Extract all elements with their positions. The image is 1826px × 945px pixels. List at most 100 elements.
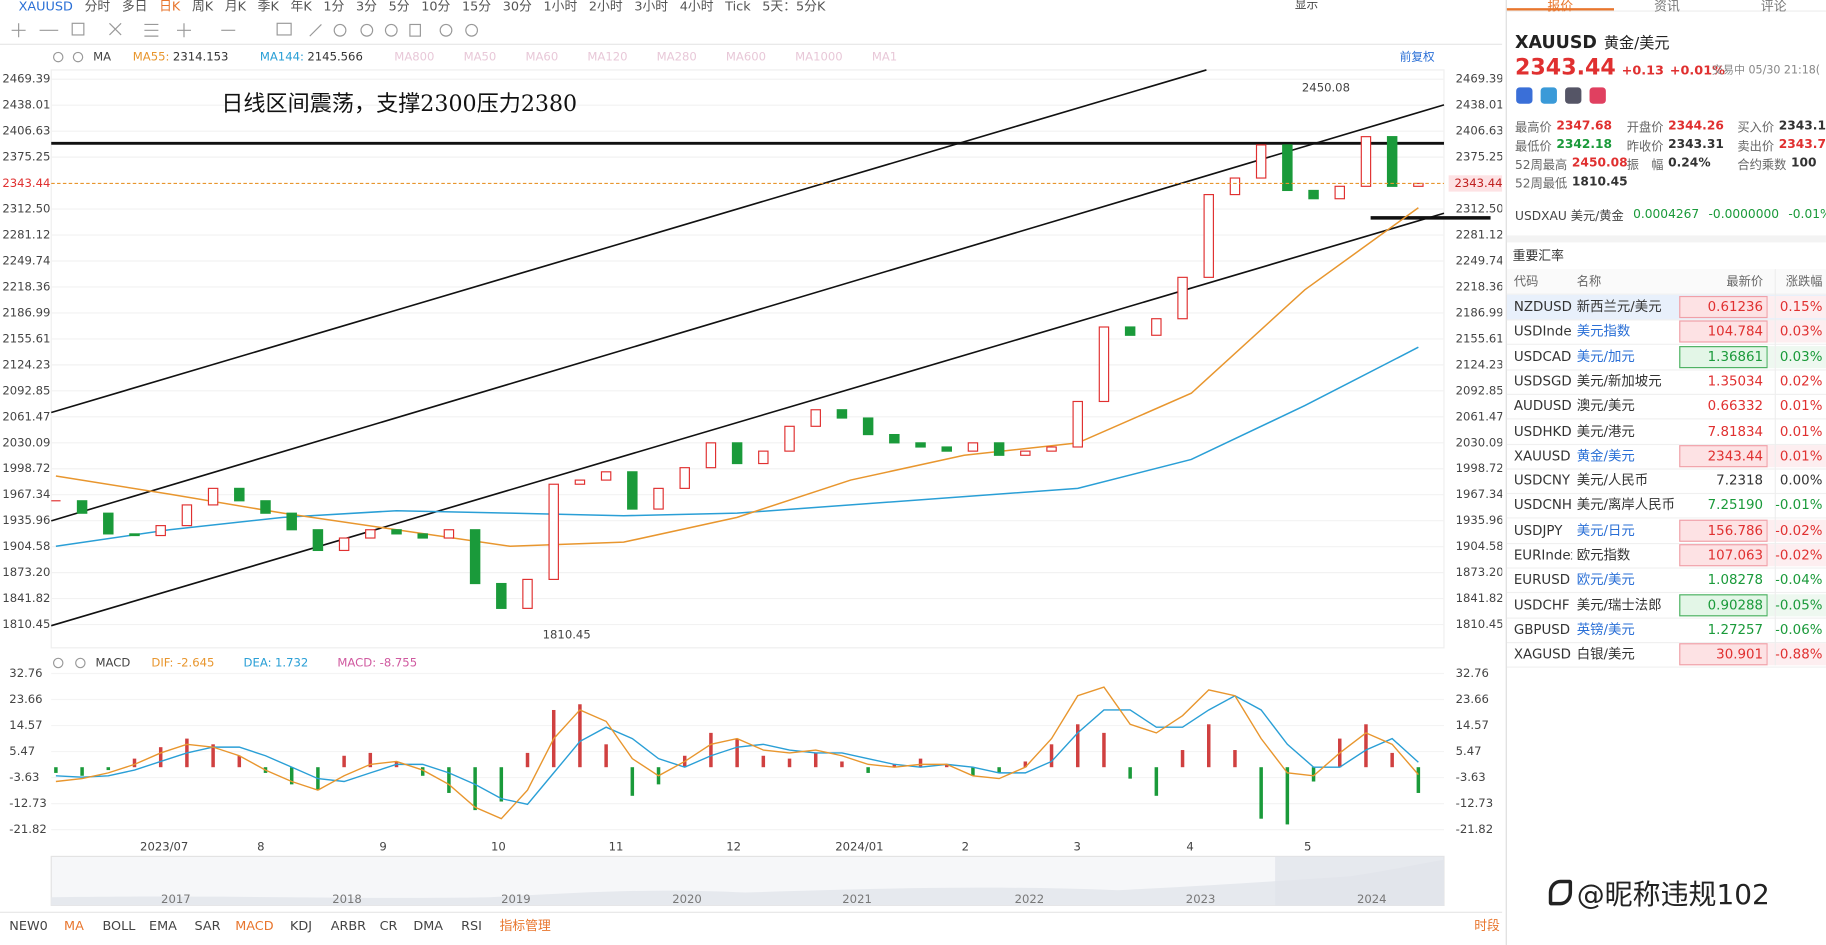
display-menu[interactable]: 显示 [1295, 0, 1318, 11]
indicator-tab[interactable]: ARBR [331, 919, 366, 934]
rate-price: 107.063 [1679, 544, 1768, 567]
period-tab[interactable]: 多日 [121, 0, 148, 14]
y-tick-label: 2249.74 [1456, 254, 1503, 268]
panel-tab[interactable]: 评论 [1760, 0, 1787, 14]
x-tick-label: 2023/07 [140, 840, 188, 854]
rate-name: 澳元/美元 [1576, 397, 1635, 414]
rate-name: 美元/新加坡元 [1576, 372, 1662, 390]
price-plot [50, 69, 1445, 649]
rates-row[interactable]: USDSGD 美元/新加坡元 1.35034 0.02% [1506, 369, 1826, 395]
macd-bar [54, 767, 58, 773]
indicator-tab[interactable]: RSI [461, 919, 482, 934]
period-tab[interactable]: 年K [290, 0, 312, 14]
cross-change: -0.0000000 [1708, 207, 1780, 222]
divider [1506, 235, 1826, 243]
action-icon[interactable] [1565, 87, 1582, 104]
rates-row[interactable]: XAGUSD 白银/美元 30.901 -0.88% [1506, 642, 1826, 668]
ma-label[interactable]: MA [93, 50, 111, 64]
quote-pct: +0.01% [1669, 62, 1725, 79]
period-tab[interactable]: 15分 [461, 0, 492, 14]
session-button[interactable]: 时段 [1474, 919, 1500, 934]
navigator-year: 2022 [1015, 892, 1045, 906]
panel-tab[interactable]: 资讯 [1654, 0, 1680, 14]
action-icon[interactable] [1516, 87, 1533, 104]
ma-value: 2145.566 [307, 50, 362, 64]
chart-area: 2469.39 2469.39 2438.01 2438.01 2406.63 2406.… [0, 0, 1503, 934]
rate-code: GBPUSD [1513, 620, 1571, 638]
panel-tab[interactable]: 报价 [1506, 0, 1614, 14]
candle [1386, 136, 1398, 187]
indicator-tab[interactable]: KDJ [290, 919, 312, 934]
candle [1203, 194, 1214, 278]
period-tab[interactable]: 30分 [502, 0, 532, 14]
rate-code: USDHKD [1513, 422, 1572, 439]
period-tab[interactable]: 10分 [421, 0, 451, 14]
indicator-tab[interactable]: CR [380, 919, 398, 934]
period-tab[interactable]: 季K [257, 0, 279, 14]
navigator-year: 2019 [501, 892, 531, 906]
action-icon[interactable] [1540, 87, 1557, 104]
y-tick-label: 2218.36 [2, 279, 50, 293]
period-tab[interactable]: 3小时 [634, 0, 669, 14]
candle [76, 500, 88, 514]
rates-row[interactable]: USDCNY 美元/人民币 7.2318 0.00% [1506, 469, 1826, 495]
settings-icon[interactable] [52, 51, 64, 63]
indicator-tab[interactable]: SAR [194, 919, 220, 934]
period-tab[interactable]: 3分 [356, 0, 377, 14]
period-tab[interactable]: Tick [725, 0, 751, 14]
rates-row[interactable]: XAUUSD 黄金/美元 2343.44 0.01% [1506, 444, 1826, 470]
period-tab[interactable]: 1分 [323, 0, 345, 14]
period-tab[interactable]: 分时 [84, 0, 111, 14]
period-tab[interactable]: 2小时 [588, 0, 623, 14]
macd-label[interactable]: MACD [95, 655, 130, 669]
rate-pct: -0.02% [1767, 519, 1826, 542]
settings-icon[interactable] [52, 657, 64, 669]
candle [443, 529, 455, 539]
restore-button[interactable]: 前复权 [1400, 50, 1435, 64]
rates-row[interactable]: NZDUSD 新西兰元/美元 0.61236 0.15% [1506, 294, 1826, 321]
period-tab[interactable]: 日K [159, 0, 181, 14]
indicator-tab[interactable]: BOLL [102, 919, 136, 934]
indicator-tab[interactable]: DMA [413, 919, 443, 934]
ma-inactive: MA1 [872, 50, 897, 64]
speed-select[interactable]: 5天：5分K [762, 0, 826, 14]
y-tick-label: 2312.50 [1456, 202, 1503, 216]
close-icon[interactable] [72, 51, 84, 63]
candle [836, 409, 848, 419]
symbol[interactable]: XAUUSD [18, 0, 73, 14]
macd-bar [892, 764, 897, 768]
ma-inactive: MA800 [394, 50, 434, 64]
rates-row[interactable]: EURUSD 欧元/美元 1.08278 -0.04% [1506, 568, 1826, 594]
period-tab[interactable]: 5分 [388, 0, 410, 14]
rates-row[interactable]: AUDUSD 澳元/美元 0.66332 0.01% [1506, 394, 1826, 420]
indicator-tab[interactable]: MACD [235, 919, 273, 934]
rates-row[interactable]: USDCHF 美元/瑞士法郎 0.90288 -0.05% [1506, 593, 1826, 619]
rates-row[interactable]: USDCAD 美元/加元 1.36861 0.03% [1506, 344, 1826, 371]
drawing-tools [11, 22, 479, 38]
macd-bar [1180, 750, 1185, 768]
close-icon[interactable] [75, 657, 86, 669]
indicator-tab[interactable]: EMA [149, 919, 177, 934]
rates-row[interactable]: USDHKD 美元/港元 7.81834 0.01% [1506, 419, 1826, 445]
rate-pct: -0.04% [1775, 571, 1823, 588]
rates-row[interactable]: GBPUSD 英镑/美元 1.27257 -0.06% [1506, 617, 1826, 644]
indicator-manage[interactable]: 指标管理 [500, 919, 551, 934]
action-icon[interactable] [1589, 87, 1606, 104]
rates-row[interactable]: USDJPY 美元/日元 156.786 -0.02% [1506, 518, 1826, 544]
candle [731, 442, 743, 465]
column-divider [1774, 269, 1776, 666]
ma-name: MA55: [133, 50, 170, 64]
period-tab[interactable]: 4小时 [679, 0, 714, 14]
rates-row[interactable]: EURIndex 欧元指数 107.063 -0.02% [1506, 543, 1826, 569]
period-tab[interactable]: 月K [224, 0, 247, 14]
indicator-tab[interactable]: NEW0 [9, 919, 47, 934]
period-tab[interactable]: 1小时 [543, 0, 578, 14]
tool-icon [384, 23, 398, 37]
indicator-tab[interactable]: MA [64, 919, 84, 934]
dif-line [55, 686, 1419, 820]
rates-row[interactable]: USDCNH 美元/离岸人民币 7.25190 -0.01% [1506, 493, 1826, 519]
period-tab[interactable]: 周K [191, 0, 214, 14]
tabs: 报价 资讯 评论 [1506, 0, 1826, 14]
